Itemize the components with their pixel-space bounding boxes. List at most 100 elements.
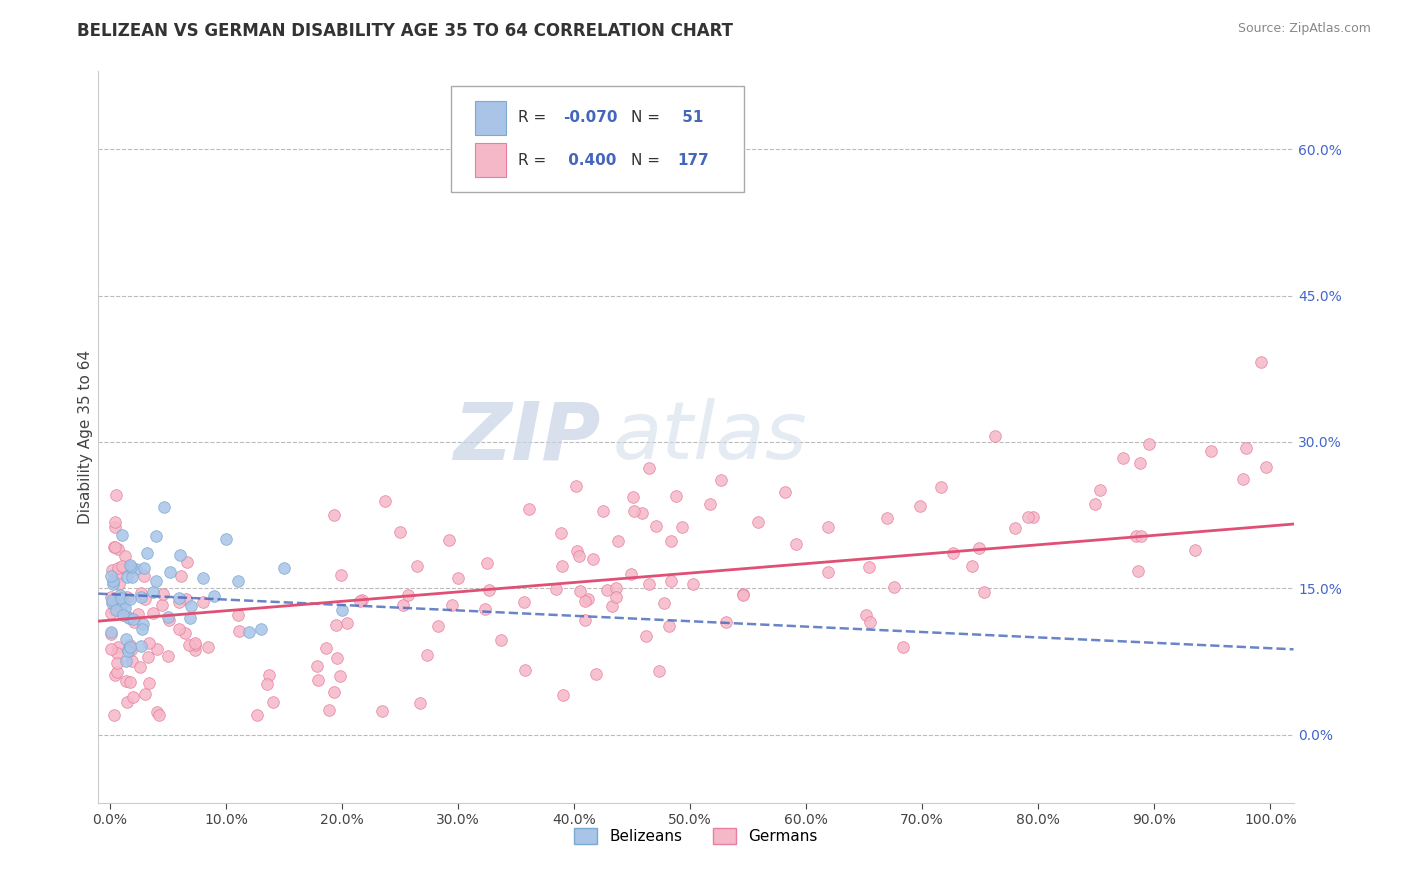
Point bbox=[100, 625, 122, 640]
Point bbox=[1004, 521, 1026, 535]
Point bbox=[574, 594, 596, 608]
Point bbox=[475, 556, 498, 570]
Point bbox=[619, 566, 641, 581]
Point bbox=[184, 638, 207, 652]
Point bbox=[111, 558, 134, 573]
Point bbox=[129, 585, 152, 599]
Point bbox=[107, 561, 129, 575]
Point bbox=[621, 490, 644, 504]
Point bbox=[307, 658, 329, 673]
Point bbox=[108, 588, 131, 602]
Point bbox=[568, 549, 591, 564]
Point bbox=[318, 703, 340, 717]
Point bbox=[114, 549, 136, 564]
Point bbox=[876, 511, 898, 525]
Point bbox=[600, 599, 623, 614]
Point bbox=[447, 571, 470, 585]
Point bbox=[325, 618, 347, 632]
Point bbox=[773, 484, 796, 499]
Point bbox=[114, 601, 136, 615]
Point bbox=[159, 565, 181, 579]
Point bbox=[169, 548, 191, 562]
Point bbox=[630, 506, 652, 520]
Point bbox=[112, 560, 135, 574]
Point bbox=[111, 596, 134, 610]
Point bbox=[111, 608, 134, 623]
Point bbox=[125, 561, 148, 575]
Point bbox=[179, 611, 201, 625]
Point bbox=[388, 525, 411, 540]
Point bbox=[960, 559, 983, 574]
Point bbox=[426, 619, 449, 633]
Point bbox=[1184, 543, 1206, 558]
Point bbox=[1128, 565, 1150, 579]
Point bbox=[169, 622, 191, 636]
Point bbox=[122, 612, 145, 626]
Point bbox=[101, 593, 124, 607]
Point bbox=[131, 640, 153, 654]
Point bbox=[441, 598, 464, 612]
Point bbox=[415, 648, 437, 663]
Point bbox=[110, 591, 132, 605]
Text: BELIZEAN VS GERMAN DISABILITY AGE 35 TO 64 CORRELATION CHART: BELIZEAN VS GERMAN DISABILITY AGE 35 TO … bbox=[77, 22, 734, 40]
Point bbox=[392, 598, 415, 612]
Point bbox=[638, 577, 661, 591]
Point bbox=[121, 570, 143, 584]
Point bbox=[1022, 510, 1045, 524]
Point bbox=[883, 580, 905, 594]
Point bbox=[326, 651, 349, 665]
Point bbox=[107, 542, 129, 557]
Point bbox=[581, 552, 603, 566]
Point bbox=[1137, 437, 1160, 451]
Point bbox=[197, 640, 219, 655]
Point bbox=[605, 590, 627, 604]
Point bbox=[349, 593, 371, 607]
Point bbox=[105, 602, 128, 616]
Point bbox=[108, 577, 131, 591]
Point bbox=[105, 665, 128, 679]
FancyBboxPatch shape bbox=[475, 101, 506, 135]
Point bbox=[659, 574, 682, 588]
Point bbox=[517, 501, 540, 516]
Point bbox=[491, 633, 513, 648]
Point bbox=[103, 603, 125, 617]
Point bbox=[1130, 528, 1153, 542]
Point bbox=[330, 567, 353, 582]
Point bbox=[478, 582, 501, 597]
Point bbox=[105, 646, 128, 660]
Point bbox=[159, 613, 181, 627]
Point bbox=[100, 596, 122, 610]
Point bbox=[238, 624, 260, 639]
Point bbox=[134, 687, 156, 701]
Point bbox=[710, 474, 733, 488]
Text: R =: R = bbox=[517, 153, 551, 168]
Text: atlas: atlas bbox=[613, 398, 807, 476]
Point bbox=[184, 636, 207, 650]
Point bbox=[568, 584, 591, 599]
Point bbox=[638, 460, 661, 475]
Point bbox=[153, 500, 176, 515]
Point bbox=[104, 520, 127, 534]
Point bbox=[120, 559, 142, 574]
Point bbox=[104, 668, 127, 682]
Point bbox=[118, 640, 141, 654]
Point bbox=[785, 537, 807, 551]
Point bbox=[1254, 460, 1277, 475]
Point bbox=[136, 546, 159, 560]
Point bbox=[228, 624, 250, 638]
Point bbox=[179, 638, 201, 652]
Point bbox=[1090, 483, 1112, 497]
Point bbox=[307, 673, 329, 687]
Point bbox=[891, 640, 914, 655]
FancyBboxPatch shape bbox=[451, 86, 744, 192]
Point bbox=[699, 497, 721, 511]
Point bbox=[682, 576, 704, 591]
Point bbox=[396, 588, 419, 602]
Text: ZIP: ZIP bbox=[453, 398, 600, 476]
Point bbox=[973, 585, 995, 599]
Point bbox=[315, 640, 337, 655]
Point bbox=[173, 625, 195, 640]
Point bbox=[595, 582, 617, 597]
Point bbox=[1250, 354, 1272, 368]
Point bbox=[103, 708, 125, 723]
